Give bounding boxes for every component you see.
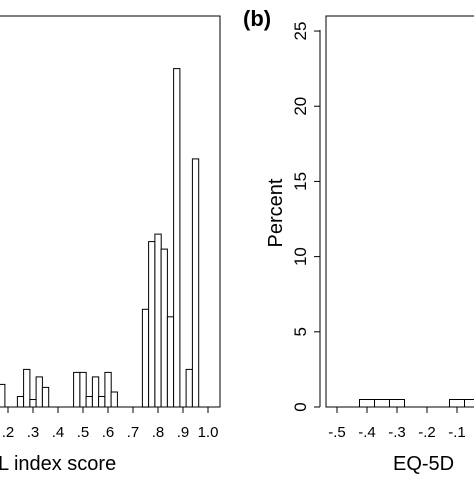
panel-b-x-tick-label-1: -.4 <box>358 424 376 441</box>
panel-a-bars <box>0 69 199 407</box>
panel-a-bar-17 <box>99 397 105 408</box>
panel-a-bar-29 <box>174 69 180 407</box>
panel-b-y-tick-label-2: 10 <box>291 247 310 266</box>
panel-a-plot-frame <box>0 16 220 407</box>
panel-b-x-axis-label: EQ-5D <box>393 453 454 474</box>
panel-a-bar-4 <box>17 397 23 408</box>
panel-b-y-tick-label-1: 5 <box>291 327 310 336</box>
panel-a-x-tick-label-6: .8 <box>152 424 165 441</box>
panel-b-bar-7 <box>465 400 474 408</box>
panel-a-x-tick-label-4: .6 <box>102 424 115 441</box>
panel-a-x-tick-label-5: .7 <box>127 424 140 441</box>
panel-a-bar-7 <box>36 377 42 407</box>
panel-a-bar-15 <box>86 397 92 408</box>
panel-a-x-tick-label-1: .3 <box>27 424 40 441</box>
panel-b-bar-6 <box>450 400 465 408</box>
panel-a-bar-6 <box>30 400 36 408</box>
panel-b-y-tick-label-4: 20 <box>291 97 310 116</box>
panel-a-bar-8 <box>42 387 48 407</box>
panel-a-bar-26 <box>155 234 161 407</box>
panel-a-bar-31 <box>186 369 192 407</box>
panel-a-bar-24 <box>142 309 148 407</box>
panel-b-bar-2 <box>390 400 405 408</box>
panel-b-bar-0 <box>360 400 375 408</box>
panel-b-y-axis-label: Percent <box>265 178 287 247</box>
panel-a-bar-13 <box>74 372 80 407</box>
panel-b-x-tick-label-3: -.2 <box>418 424 436 441</box>
panel-b-histogram: (b) 0 5 10 15 20 25 Percent -.5 -.4 -.3 -.2 -.1 0 … <box>243 6 474 474</box>
panel-b-x-axis: -.5-.4-.3-.2-.10 <box>326 407 474 441</box>
panel-b-label: (b) <box>243 6 271 31</box>
panel-a-histogram: .2 .3 .4 .5 .6 .7 .8 .9 1.0 L index score <box>0 16 220 474</box>
panel-a-bar-16 <box>92 377 98 407</box>
panel-a-bar-32 <box>192 159 198 407</box>
panel-a-x-tick-label-0: .2 <box>2 424 15 441</box>
panel-a-x-axis: .2 .3 .4 .5 .6 .7 .8 .9 1.0 <box>0 407 220 441</box>
panel-a-x-tick-label-3: .5 <box>77 424 90 441</box>
panel-a-x-axis-label: L index score <box>0 453 116 474</box>
panel-a-bar-5 <box>24 369 30 407</box>
panel-a-x-tick-label-2: .4 <box>52 424 65 441</box>
panel-b-y-tick-label-3: 15 <box>291 172 310 191</box>
panel-b-y-tick-label-0: 0 <box>291 402 310 411</box>
panel-a-x-tick-label-7: .9 <box>177 424 190 441</box>
panel-a-bar-1 <box>0 384 5 407</box>
panel-b-bars <box>360 369 474 407</box>
panel-b-x-tick-label-2: -.3 <box>388 424 406 441</box>
panel-b-bar-1 <box>375 400 390 408</box>
panel-b-x-tick-label-0: -.5 <box>328 424 346 441</box>
panel-a-bar-19 <box>111 392 117 407</box>
panel-a-bar-18 <box>105 372 111 407</box>
panel-b-x-tick-label-4: -.1 <box>448 424 466 441</box>
panel-a-bar-25 <box>149 242 155 407</box>
panel-a-bar-14 <box>80 372 86 407</box>
panel-b-plot-frame <box>326 16 474 407</box>
panel-a-bar-27 <box>161 249 167 407</box>
panel-a-x-tick-label-8: 1.0 <box>198 424 219 441</box>
panel-b-y-tick-label-5: 25 <box>291 22 310 41</box>
panel-a-bar-28 <box>167 317 173 407</box>
panel-b-y-axis: 0 5 10 15 20 25 <box>291 22 320 412</box>
